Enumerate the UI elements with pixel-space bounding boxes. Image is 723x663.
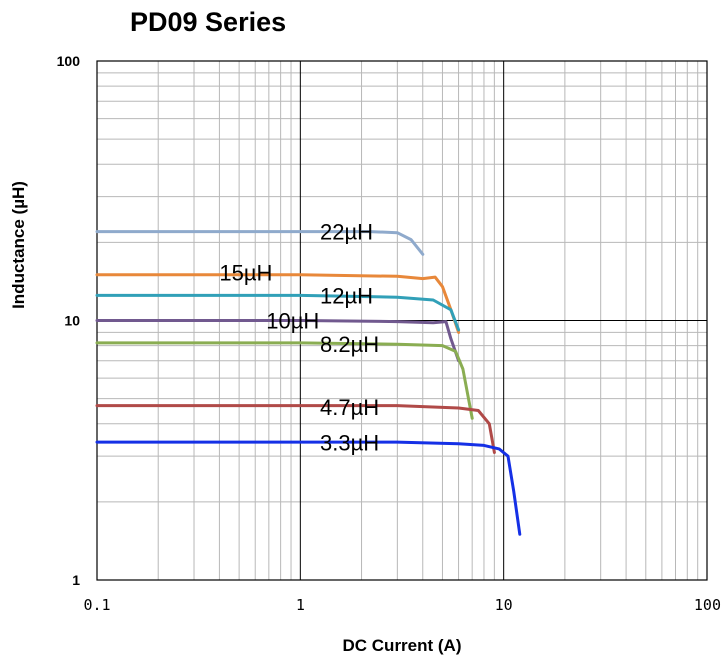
chart-title: PD09 Series bbox=[130, 7, 286, 37]
series-line-5 bbox=[95, 404, 496, 454]
x-tick-label-3: 100 bbox=[694, 596, 721, 614]
series-label-5: 4.7µH bbox=[320, 395, 379, 420]
series-line-6 bbox=[95, 440, 522, 536]
series-lines bbox=[95, 230, 522, 536]
x-axis-label: DC Current (A) bbox=[343, 636, 462, 655]
y-axis-label: Inductance (µH) bbox=[9, 181, 28, 309]
y-tick-label-1: 10 bbox=[64, 313, 80, 329]
x-tick-labels: 0.1 1 10 100 bbox=[83, 596, 721, 614]
series-line-1 bbox=[95, 273, 461, 334]
series-label-4: 8.2µH bbox=[320, 332, 379, 357]
x-tick-label-0: 0.1 bbox=[83, 596, 110, 614]
series-label-1: 15µH bbox=[219, 261, 272, 286]
series-line-4 bbox=[95, 341, 474, 420]
series-line-3 bbox=[95, 319, 461, 363]
series-label-2: 12µH bbox=[320, 283, 373, 308]
series-line-0 bbox=[95, 230, 425, 256]
y-tick-labels: 1 10 100 bbox=[57, 53, 81, 588]
series-line-2 bbox=[95, 293, 461, 332]
x-tick-label-2: 10 bbox=[495, 596, 513, 614]
y-tick-label-0: 1 bbox=[72, 572, 80, 588]
series-label-6: 3.3µH bbox=[320, 431, 379, 456]
x-tick-label-1: 1 bbox=[296, 596, 305, 614]
y-tick-label-2: 100 bbox=[57, 53, 81, 69]
series-label-3: 10µH bbox=[266, 309, 319, 334]
series-label-0: 22µH bbox=[320, 220, 373, 245]
